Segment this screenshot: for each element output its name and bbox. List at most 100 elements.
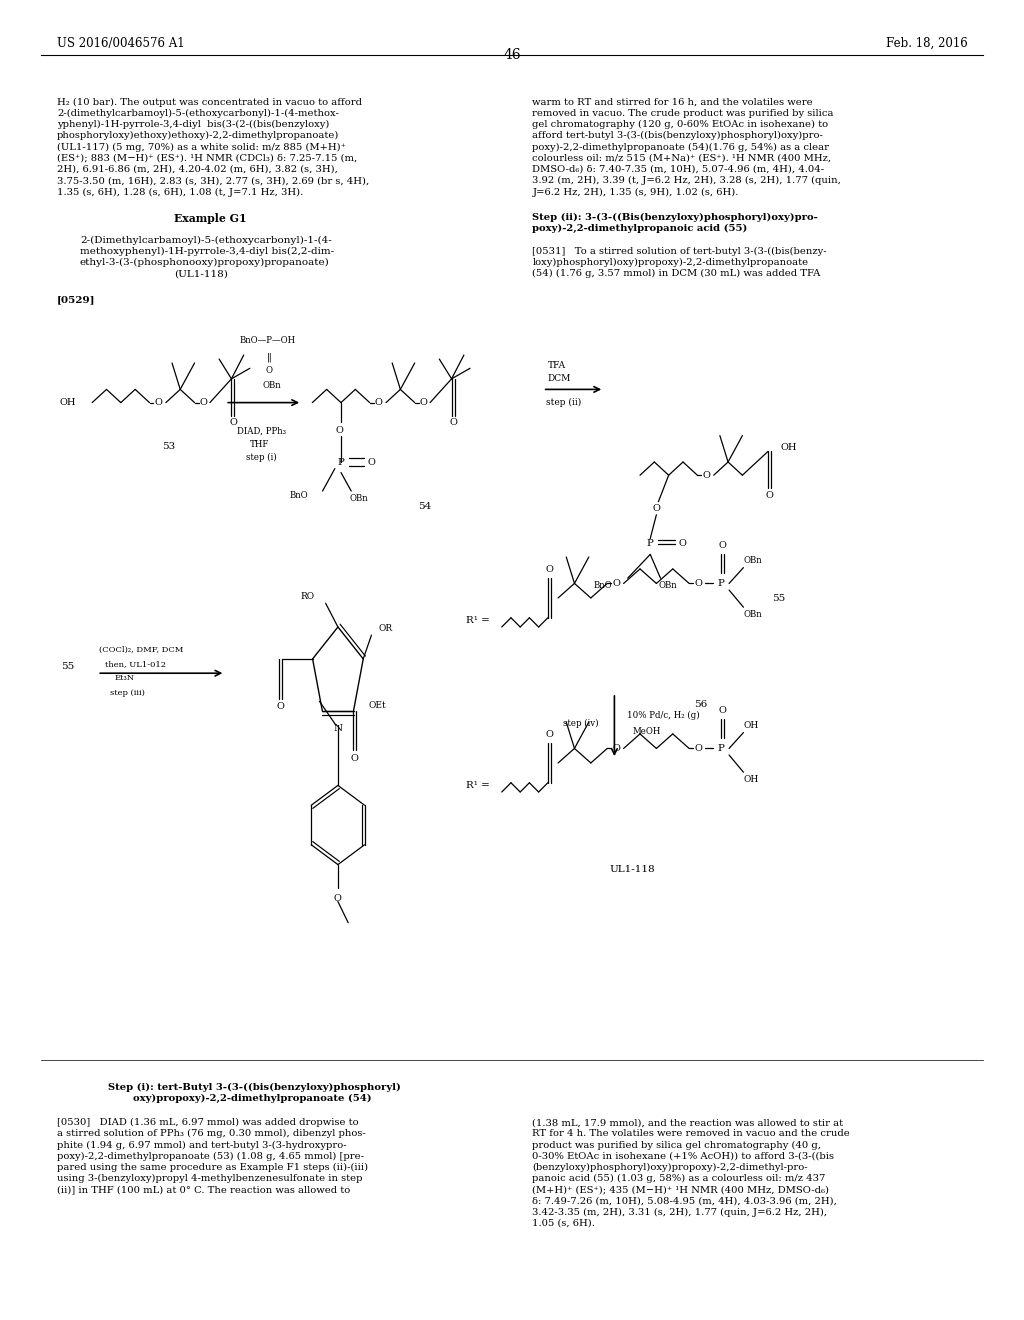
Text: RO: RO xyxy=(300,591,314,601)
Text: ‖: ‖ xyxy=(267,352,271,363)
Text: pared using the same procedure as Example F1 steps (ii)-(iii): pared using the same procedure as Exampl… xyxy=(57,1163,369,1172)
Text: (54) (1.76 g, 3.57 mmol) in DCM (30 mL) was added TFA: (54) (1.76 g, 3.57 mmol) in DCM (30 mL) … xyxy=(532,269,821,279)
Text: 56: 56 xyxy=(694,700,707,709)
Text: 0-30% EtOAc in isohexane (+1% AcOH)) to afford 3-(3-((bis: 0-30% EtOAc in isohexane (+1% AcOH)) to … xyxy=(532,1151,835,1160)
Text: O: O xyxy=(368,458,376,466)
Text: OBn: OBn xyxy=(743,610,762,619)
Text: DMSO-d₆) δ: 7.40-7.35 (m, 10H), 5.07-4.96 (m, 4H), 4.04-: DMSO-d₆) δ: 7.40-7.35 (m, 10H), 5.07-4.9… xyxy=(532,165,824,174)
Text: ethyl-3-(3-(phosphonooxy)propoxy)propanoate): ethyl-3-(3-(phosphonooxy)propoxy)propano… xyxy=(80,259,330,267)
Text: OH: OH xyxy=(743,775,759,784)
Text: Et₃N: Et₃N xyxy=(115,675,135,682)
Text: Step (i): tert-Butyl 3-(3-((bis(benzyloxy)phosphoryl): Step (i): tert-Butyl 3-(3-((bis(benzylox… xyxy=(108,1082,400,1092)
Text: BnO—P—OH: BnO—P—OH xyxy=(240,335,296,345)
Text: a stirred solution of PPh₃ (76 mg, 0.30 mmol), dibenzyl phos-: a stirred solution of PPh₃ (76 mg, 0.30 … xyxy=(57,1130,366,1138)
Text: then, UL1-012: then, UL1-012 xyxy=(105,660,167,668)
Text: colourless oil: m/z 515 (M+Na)⁺ (ES⁺). ¹H NMR (400 MHz,: colourless oil: m/z 515 (M+Na)⁺ (ES⁺). ¹… xyxy=(532,153,831,162)
Text: 55: 55 xyxy=(61,663,75,671)
Text: P: P xyxy=(718,579,724,587)
Text: O: O xyxy=(719,541,726,550)
Text: O: O xyxy=(335,426,343,436)
Text: OBn: OBn xyxy=(262,381,281,391)
Text: O: O xyxy=(200,399,208,407)
Text: O: O xyxy=(546,730,553,739)
Text: 10% Pd/c, H₂ (g): 10% Pd/c, H₂ (g) xyxy=(627,711,699,719)
Text: O: O xyxy=(375,399,383,407)
Text: OR: OR xyxy=(379,623,393,632)
Text: DCM: DCM xyxy=(548,375,571,383)
Text: O: O xyxy=(229,418,237,428)
Text: O: O xyxy=(266,367,272,375)
Text: O: O xyxy=(694,744,702,752)
Text: O: O xyxy=(694,579,702,587)
Text: poxy)-2,2-dimethylpropanoate (54)(1.76 g, 54%) as a clear: poxy)-2,2-dimethylpropanoate (54)(1.76 g… xyxy=(532,143,829,152)
Text: O: O xyxy=(702,471,711,479)
Text: (ii)] in THF (100 mL) at 0° C. The reaction was allowed to: (ii)] in THF (100 mL) at 0° C. The react… xyxy=(57,1185,350,1195)
Text: O: O xyxy=(334,894,342,903)
Text: 2-(dimethylcarbamoyl)-5-(ethoxycarbonyl)-1-(4-methox-: 2-(dimethylcarbamoyl)-5-(ethoxycarbonyl)… xyxy=(57,110,339,117)
Text: 53: 53 xyxy=(163,442,175,451)
Text: 3.92 (m, 2H), 3.39 (t, J=6.2 Hz, 2H), 3.28 (s, 2H), 1.77 (quin,: 3.92 (m, 2H), 3.39 (t, J=6.2 Hz, 2H), 3.… xyxy=(532,177,842,185)
Text: 3.75-3.50 (m, 16H), 2.83 (s, 3H), 2.77 (s, 3H), 2.69 (br s, 4H),: 3.75-3.50 (m, 16H), 2.83 (s, 3H), 2.77 (… xyxy=(57,177,370,185)
Text: (M+H)⁺ (ES⁺); 435 (M−H)⁺ ¹H NMR (400 MHz, DMSO-d₆): (M+H)⁺ (ES⁺); 435 (M−H)⁺ ¹H NMR (400 MHz… xyxy=(532,1185,829,1195)
Text: O: O xyxy=(350,754,358,763)
Text: Step (ii): 3-(3-((Bis(benzyloxy)phosphoryl)oxy)pro-: Step (ii): 3-(3-((Bis(benzyloxy)phosphor… xyxy=(532,213,818,222)
Text: O: O xyxy=(612,579,621,587)
Text: 1.05 (s, 6H).: 1.05 (s, 6H). xyxy=(532,1220,595,1228)
Text: yphenyl)-1H-pyrrole-3,4-diyl  bis(3-(2-((bis(benzyloxy): yphenyl)-1H-pyrrole-3,4-diyl bis(3-(2-((… xyxy=(57,120,330,129)
Text: (COCl)₂, DMF, DCM: (COCl)₂, DMF, DCM xyxy=(99,645,183,653)
Text: step (ii): step (ii) xyxy=(546,399,581,407)
Text: panoic acid (55) (1.03 g, 58%) as a colourless oil: m/z 437: panoic acid (55) (1.03 g, 58%) as a colo… xyxy=(532,1175,825,1183)
Text: [0530]   DIAD (1.36 mL, 6.97 mmol) was added dropwise to: [0530] DIAD (1.36 mL, 6.97 mmol) was add… xyxy=(57,1118,358,1127)
Text: 2-(Dimethylcarbamoyl)-5-(ethoxycarbonyl)-1-(4-: 2-(Dimethylcarbamoyl)-5-(ethoxycarbonyl)… xyxy=(80,235,332,244)
Text: O: O xyxy=(612,744,621,752)
Text: US 2016/0046576 A1: US 2016/0046576 A1 xyxy=(57,37,184,50)
Text: 1.35 (s, 6H), 1.28 (s, 6H), 1.08 (t, J=7.1 Hz, 3H).: 1.35 (s, 6H), 1.28 (s, 6H), 1.08 (t, J=7… xyxy=(57,187,303,197)
Text: (UL1-118): (UL1-118) xyxy=(174,269,228,279)
Text: THF: THF xyxy=(250,440,269,449)
Text: 46: 46 xyxy=(503,48,521,62)
Text: 55: 55 xyxy=(772,594,784,603)
Text: O: O xyxy=(719,706,726,715)
Text: R¹ =: R¹ = xyxy=(466,616,489,624)
Text: H₂ (10 bar). The output was concentrated in vacuo to afford: H₂ (10 bar). The output was concentrated… xyxy=(57,98,362,107)
Text: (UL1-117) (5 mg, 70%) as a white solid: m/z 885 (M+H)⁺: (UL1-117) (5 mg, 70%) as a white solid: … xyxy=(57,143,346,152)
Text: (ES⁺); 883 (M−H)⁺ (ES⁺). ¹H NMR (CDCl₃) δ: 7.25-7.15 (m,: (ES⁺); 883 (M−H)⁺ (ES⁺). ¹H NMR (CDCl₃) … xyxy=(57,153,357,162)
Text: poxy)-2,2-dimethylpropanoic acid (55): poxy)-2,2-dimethylpropanoic acid (55) xyxy=(532,223,748,232)
Text: O: O xyxy=(679,540,687,548)
Text: afford tert-butyl 3-(3-((bis(benzyloxy)phosphoryl)oxy)pro-: afford tert-butyl 3-(3-((bis(benzyloxy)p… xyxy=(532,132,823,140)
Text: P: P xyxy=(647,540,653,548)
Text: 2H), 6.91-6.86 (m, 2H), 4.20-4.02 (m, 6H), 3.82 (s, 3H),: 2H), 6.91-6.86 (m, 2H), 4.20-4.02 (m, 6H… xyxy=(57,165,338,174)
Text: P: P xyxy=(338,458,344,466)
Text: poxy)-2,2-dimethylpropanoate (53) (1.08 g, 4.65 mmol) [pre-: poxy)-2,2-dimethylpropanoate (53) (1.08 … xyxy=(57,1151,365,1160)
Text: OBn: OBn xyxy=(658,581,677,590)
Text: phite (1.94 g, 6.97 mmol) and tert-butyl 3-(3-hydroxypro-: phite (1.94 g, 6.97 mmol) and tert-butyl… xyxy=(57,1140,347,1150)
Text: O: O xyxy=(155,399,163,407)
Text: P: P xyxy=(718,744,724,752)
Text: MeOH: MeOH xyxy=(633,727,662,735)
Text: using 3-(benzyloxy)propyl 4-methylbenzenesulfonate in step: using 3-(benzyloxy)propyl 4-methylbenzen… xyxy=(57,1175,362,1183)
Text: δ: 7.49-7.26 (m, 10H), 5.08-4.95 (m, 4H), 4.03-3.96 (m, 2H),: δ: 7.49-7.26 (m, 10H), 5.08-4.95 (m, 4H)… xyxy=(532,1196,838,1205)
Text: N: N xyxy=(334,723,342,733)
Text: 54: 54 xyxy=(419,502,431,511)
Text: O: O xyxy=(276,702,285,711)
Text: TFA: TFA xyxy=(548,362,566,370)
Text: O: O xyxy=(420,399,428,407)
Text: phosphoryloxy)ethoxy)ethoxy)-2,2-dimethylpropanoate): phosphoryloxy)ethoxy)ethoxy)-2,2-dimethy… xyxy=(57,132,340,140)
Text: Example G1: Example G1 xyxy=(174,213,247,223)
Text: DIAD, PPh₃: DIAD, PPh₃ xyxy=(237,426,286,436)
Text: OBn: OBn xyxy=(743,556,762,565)
Text: step (i): step (i) xyxy=(246,453,276,462)
Text: BnO: BnO xyxy=(594,581,612,590)
Text: J=6.2 Hz, 2H), 1.35 (s, 9H), 1.02 (s, 6H).: J=6.2 Hz, 2H), 1.35 (s, 9H), 1.02 (s, 6H… xyxy=(532,187,739,197)
Text: OH: OH xyxy=(59,399,76,407)
Text: product was purified by silica gel chromatography (40 g,: product was purified by silica gel chrom… xyxy=(532,1140,821,1150)
Text: warm to RT and stirred for 16 h, and the volatiles were: warm to RT and stirred for 16 h, and the… xyxy=(532,98,813,107)
Text: [0531]   To a stirred solution of tert-butyl 3-(3-((bis(benzy-: [0531] To a stirred solution of tert-but… xyxy=(532,247,827,256)
Text: step (iii): step (iii) xyxy=(110,689,144,697)
Text: OBn: OBn xyxy=(349,494,368,503)
Text: OH: OH xyxy=(780,444,797,451)
Text: OH: OH xyxy=(743,721,759,730)
Text: [0529]: [0529] xyxy=(57,296,95,305)
Text: (1.38 mL, 17.9 mmol), and the reaction was allowed to stir at: (1.38 mL, 17.9 mmol), and the reaction w… xyxy=(532,1118,844,1127)
Text: methoxyphenyl)-1H-pyrrole-3,4-diyl bis(2,2-dim-: methoxyphenyl)-1H-pyrrole-3,4-diyl bis(2… xyxy=(80,247,334,256)
